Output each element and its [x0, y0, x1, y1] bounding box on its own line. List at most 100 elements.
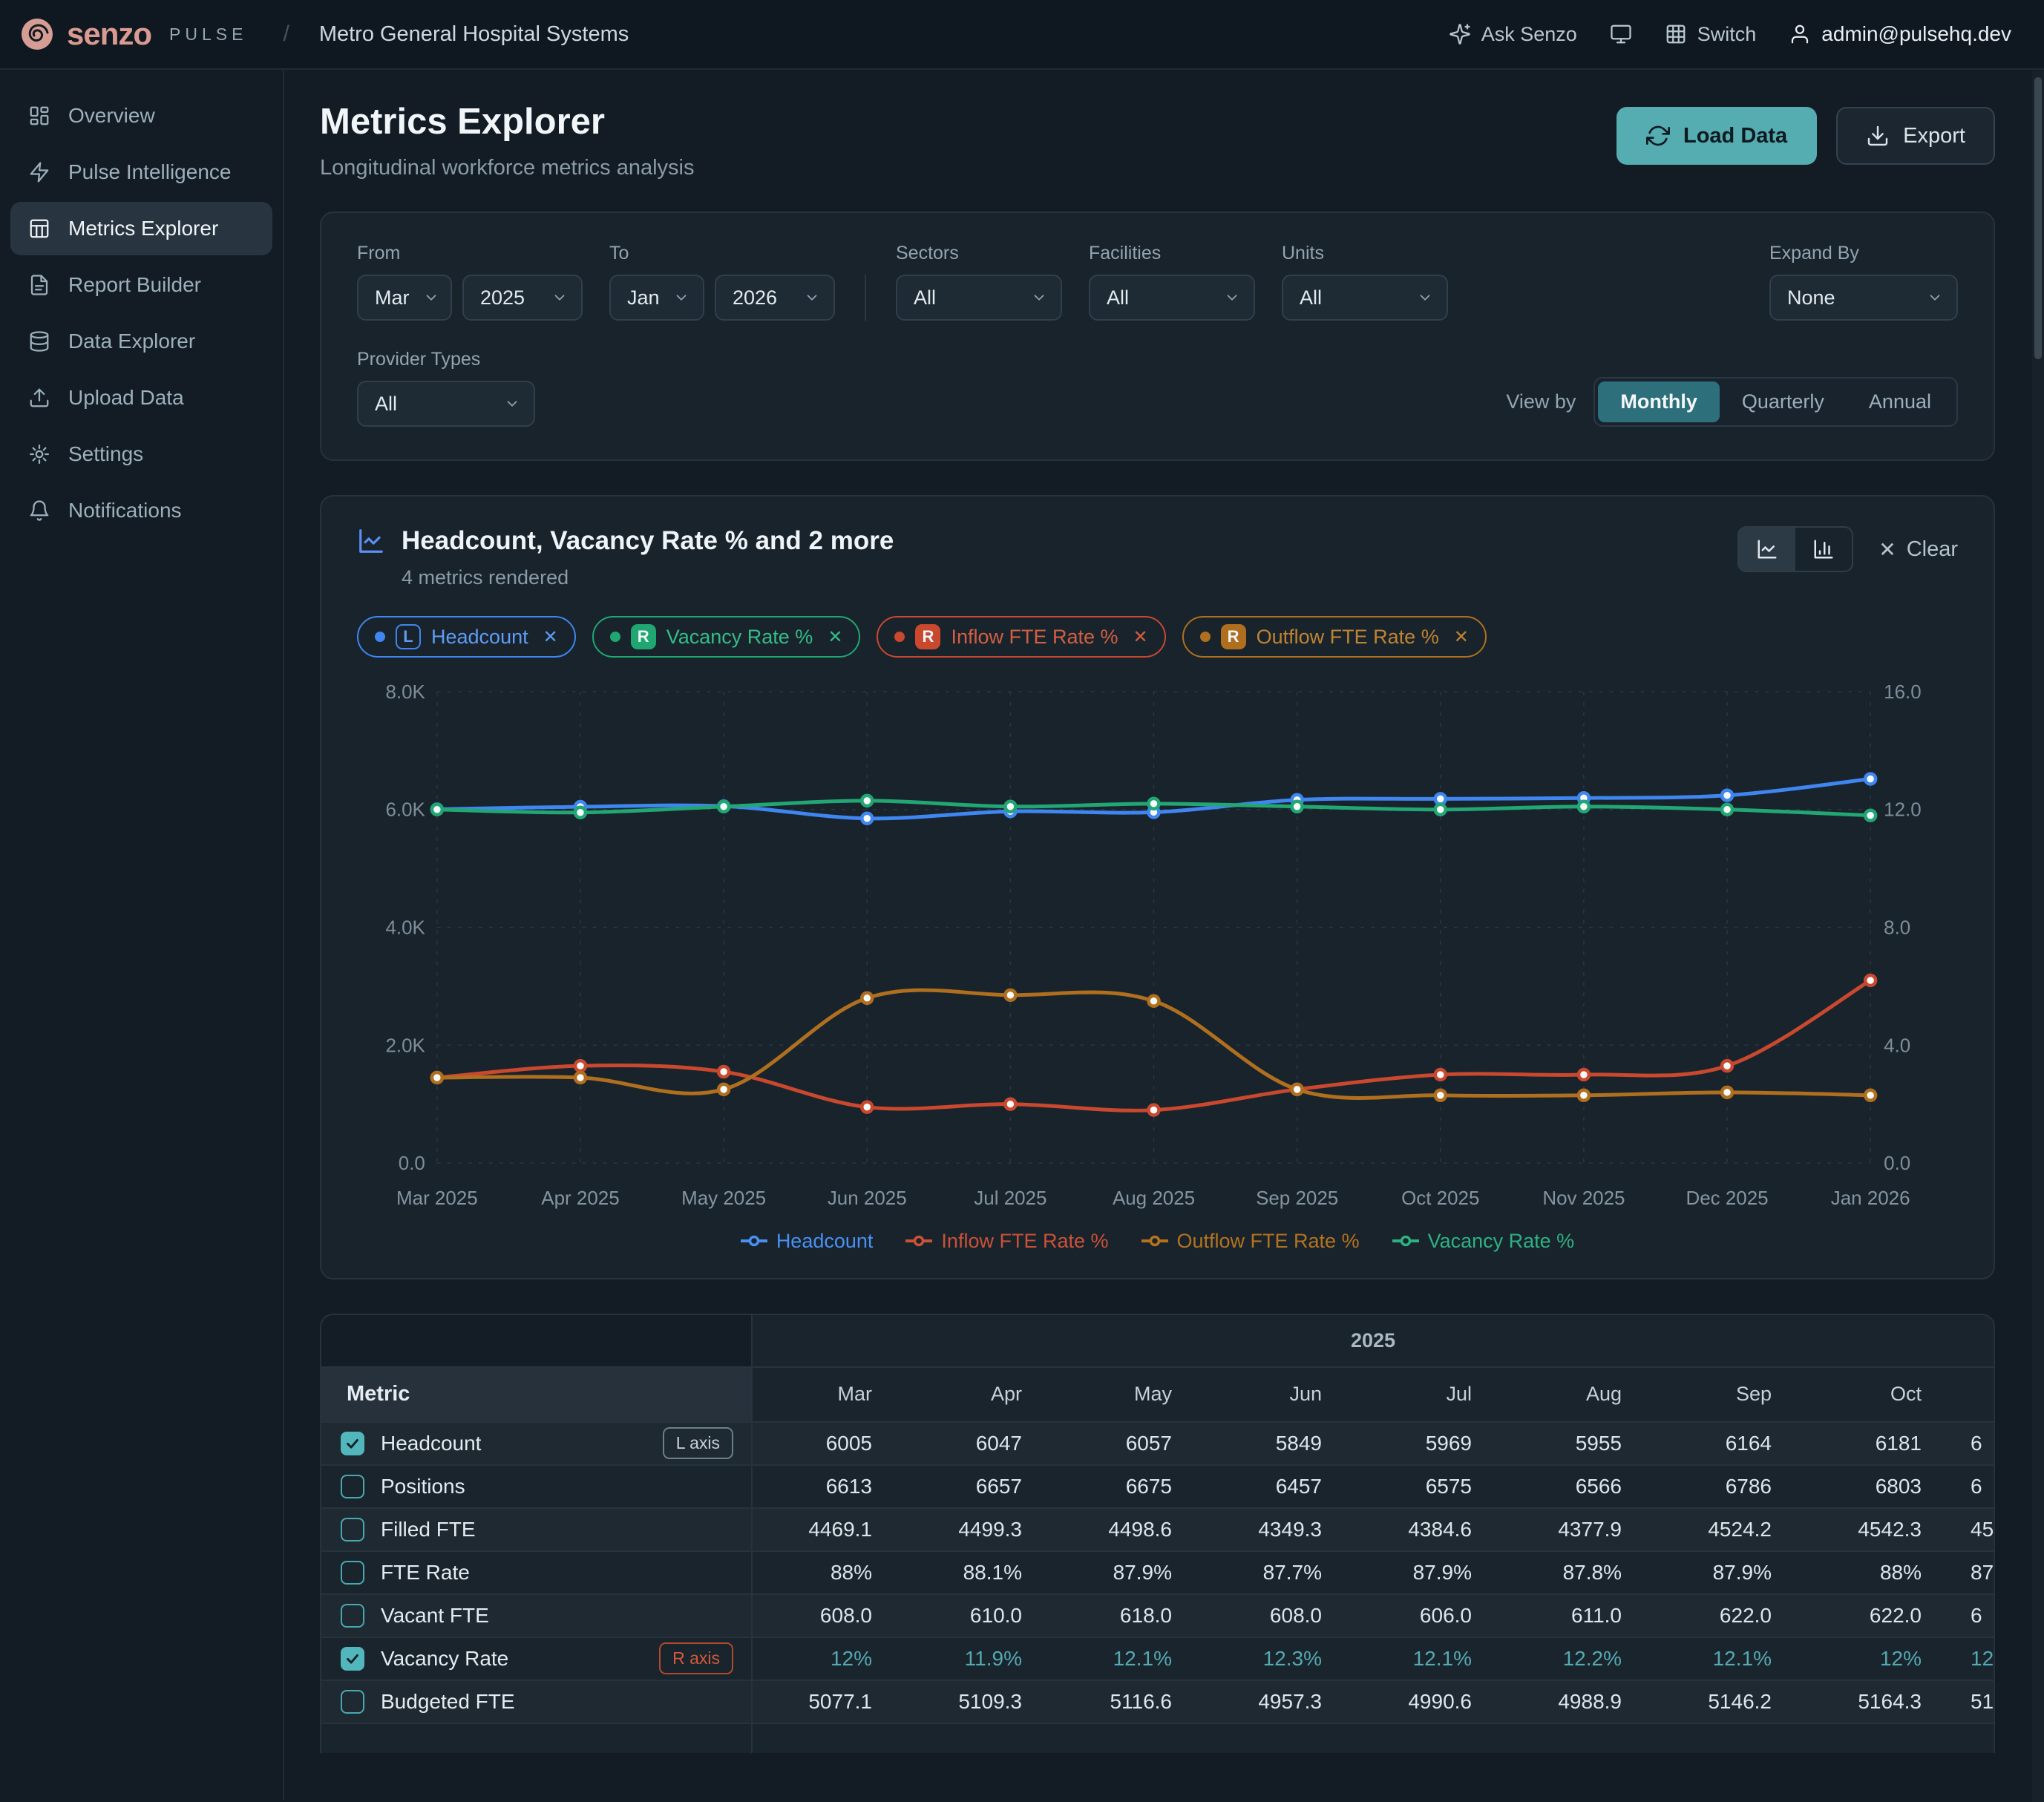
metric-column-header: Metric — [321, 1367, 752, 1422]
metric-value-cell: 6675 — [1052, 1465, 1202, 1508]
metric-chip-vacancy-rate[interactable]: RVacancy Rate %✕ — [592, 616, 861, 658]
metrics-table: 2025MetricMarAprMayJunJulAugSepOctHeadco… — [321, 1315, 1994, 1753]
chevron-down-icon — [504, 396, 520, 412]
load-data-button[interactable]: Load Data — [1616, 107, 1817, 165]
clear-button[interactable]: ✕ Clear — [1878, 537, 1958, 562]
line-chart-icon — [1756, 538, 1778, 560]
sectors-select[interactable]: All — [896, 275, 1062, 321]
export-button[interactable]: Export — [1836, 107, 1995, 165]
units-select[interactable]: All — [1282, 275, 1448, 321]
metric-value-cell: 4499.3 — [902, 1508, 1052, 1551]
from-month-select[interactable]: Mar — [357, 275, 452, 321]
metric-checkbox[interactable] — [341, 1690, 364, 1714]
sidebar-item-pulse-intelligence[interactable]: Pulse Intelligence — [10, 145, 272, 199]
legend-marker-icon — [741, 1235, 767, 1247]
switch-label: Switch — [1697, 23, 1757, 46]
metric-value-cell: 6566 — [1501, 1465, 1651, 1508]
remove-metric-icon[interactable]: ✕ — [1454, 626, 1469, 648]
remove-metric-icon[interactable]: ✕ — [828, 626, 842, 648]
chart-legend: Headcount Inflow FTE Rate % Outflow FTE Ra… — [357, 1230, 1958, 1253]
view-by-option-annual[interactable]: Annual — [1847, 381, 1953, 422]
legend-item-inflow-fte-rate[interactable]: Inflow FTE Rate % — [905, 1230, 1108, 1253]
legend-item-vacancy-rate[interactable]: Vacancy Rate % — [1392, 1230, 1575, 1253]
units-label: Units — [1282, 243, 1448, 264]
metric-value-cell: 6575 — [1352, 1465, 1501, 1508]
from-year-select[interactable]: 2025 — [462, 275, 583, 321]
sidebar-item-data-explorer[interactable]: Data Explorer — [10, 315, 272, 368]
metric-value-cell: 6047 — [902, 1422, 1052, 1465]
zap-icon — [28, 161, 50, 183]
svg-text:Dec 2025: Dec 2025 — [1686, 1187, 1768, 1209]
legend-item-outflow-fte-rate[interactable]: Outflow FTE Rate % — [1141, 1230, 1360, 1253]
sidebar-item-overview[interactable]: Overview — [10, 89, 272, 142]
metric-checkbox[interactable] — [341, 1518, 364, 1541]
svg-text:0.0: 0.0 — [399, 1152, 425, 1174]
sidebar-item-upload-data[interactable]: Upload Data — [10, 371, 272, 425]
metric-value-cell: 12% — [1801, 1637, 1951, 1680]
svg-text:Apr 2025: Apr 2025 — [541, 1187, 619, 1209]
to-year-select[interactable]: 2026 — [715, 275, 835, 321]
metric-row-label: Vacant FTE — [381, 1604, 489, 1628]
svg-text:Aug 2025: Aug 2025 — [1113, 1187, 1195, 1209]
load-data-label: Load Data — [1683, 124, 1787, 148]
legend-label: Headcount — [776, 1230, 874, 1253]
facilities-select[interactable]: All — [1089, 275, 1255, 321]
metric-row-label: FTE Rate — [381, 1561, 470, 1585]
sidebar-item-notifications[interactable]: Notifications — [10, 484, 272, 537]
metric-checkbox[interactable] — [341, 1475, 364, 1498]
svg-text:6.0K: 6.0K — [385, 799, 425, 821]
metric-value-cell: 11.9% — [902, 1637, 1052, 1680]
bar-chart-toggle[interactable] — [1795, 528, 1852, 571]
metric-chip-headcount[interactable]: LHeadcount✕ — [357, 616, 576, 658]
metric-value-cell: 88.1% — [902, 1551, 1052, 1594]
table-row-partial — [321, 1723, 1994, 1753]
ask-senzo-button[interactable]: Ask Senzo — [1449, 23, 1577, 46]
metric-checkbox[interactable] — [341, 1604, 364, 1628]
sectors-value: All — [914, 286, 936, 309]
sparkles-icon — [1449, 23, 1471, 45]
view-by-option-monthly[interactable]: Monthly — [1598, 381, 1719, 422]
month-column-header: Aug — [1501, 1367, 1651, 1422]
sidebar-item-report-builder[interactable]: Report Builder — [10, 258, 272, 312]
metric-value-cell: 6181 — [1801, 1422, 1951, 1465]
metric-chip-inflow-fte-rate[interactable]: RInflow FTE Rate %✕ — [877, 616, 1165, 658]
to-month-select[interactable]: Jan — [609, 275, 704, 321]
metric-value-cell: 5164.3 — [1801, 1680, 1951, 1723]
table-row-filled-fte: Filled FTE4469.14499.34498.64349.34384.6… — [321, 1508, 1994, 1551]
metric-checkbox[interactable] — [341, 1647, 364, 1671]
metric-value-cell: 87.9% — [1352, 1551, 1501, 1594]
metric-value-cell: 12.1% — [1651, 1637, 1801, 1680]
metric-value-cell: 88% — [1801, 1551, 1951, 1594]
month-column-header: Jun — [1202, 1367, 1352, 1422]
legend-marker-icon — [1392, 1235, 1419, 1247]
view-by-option-quarterly[interactable]: Quarterly — [1720, 381, 1847, 422]
series-color-dot — [375, 632, 385, 642]
metric-value-cell: 4988.9 — [1501, 1680, 1651, 1723]
metric-checkbox[interactable] — [341, 1561, 364, 1585]
to-label: To — [609, 243, 835, 264]
month-column-header: Mar — [752, 1367, 902, 1422]
axis-badge: L — [396, 624, 421, 649]
metric-value-cell: 608.0 — [752, 1594, 902, 1637]
sidebar-item-settings[interactable]: Settings — [10, 427, 272, 481]
expand-by-select[interactable]: None — [1769, 275, 1958, 321]
remove-metric-icon[interactable]: ✕ — [1133, 626, 1148, 648]
metric-value-cell: 622.0 — [1801, 1594, 1951, 1637]
provider-types-select[interactable]: All — [357, 381, 535, 427]
display-mode-button[interactable] — [1610, 23, 1632, 45]
clear-label: Clear — [1907, 537, 1958, 562]
remove-metric-icon[interactable]: ✕ — [543, 626, 558, 648]
chart-type-toggle — [1737, 526, 1853, 572]
switch-button[interactable]: Switch — [1665, 23, 1757, 46]
database-icon — [28, 330, 50, 353]
svg-text:0.0: 0.0 — [1884, 1152, 1910, 1174]
metric-chip-outflow-fte-rate[interactable]: ROutflow FTE Rate %✕ — [1182, 616, 1487, 658]
scrollbar-thumb[interactable] — [2034, 77, 2042, 359]
sidebar-item-metrics-explorer[interactable]: Metrics Explorer — [10, 202, 272, 255]
chevron-down-icon — [804, 289, 820, 306]
account-menu[interactable]: admin@pulsehq.dev — [1789, 22, 2011, 46]
metric-value-cell: 87.8% — [1501, 1551, 1651, 1594]
legend-item-headcount[interactable]: Headcount — [741, 1230, 874, 1253]
metric-checkbox[interactable] — [341, 1432, 364, 1455]
line-chart-toggle[interactable] — [1739, 528, 1795, 571]
